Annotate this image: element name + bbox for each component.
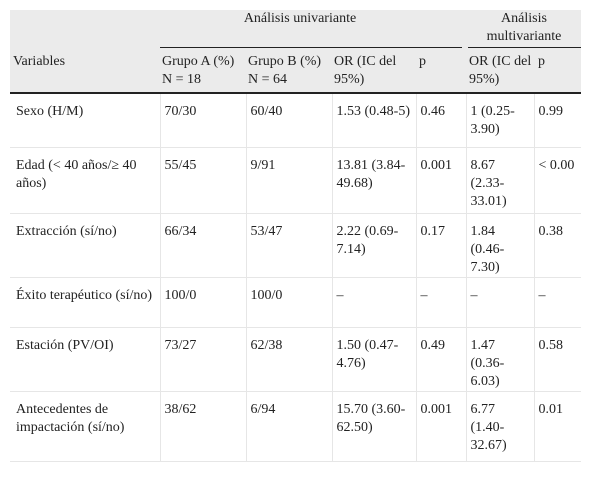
- cell-or-univariate: 2.22 (0.69-7.14): [332, 213, 417, 278]
- cell-p-univariate: 0.49: [416, 327, 467, 392]
- cell-p-multivariate: 0.38: [534, 213, 581, 278]
- cell-p-univariate: 0.17: [416, 213, 467, 278]
- cell-or-multivariate: 1 (0.25-3.90): [466, 94, 535, 148]
- cell-variable: Estación (PV/OI): [10, 327, 161, 392]
- header-variables: Variables: [13, 54, 66, 69]
- cell-or-multivariate: 8.67 (2.33-33.01): [466, 147, 535, 214]
- cell-p-univariate: 0.46: [416, 94, 467, 148]
- table-row: Éxito terapéutico (sí/no) 100/0 100/0– – – –: [10, 277, 581, 328]
- cell-grupo-b: 53/47: [246, 213, 333, 278]
- cell-or-multivariate: –: [466, 277, 535, 328]
- cell-variable: Sexo (H/M): [10, 94, 161, 148]
- cell-or-univariate: 1.50 (0.47-4.76): [332, 327, 417, 392]
- table-header-band: [10, 10, 581, 94]
- cell-p-multivariate: 0.58: [534, 327, 581, 392]
- table-row: Sexo (H/M) 70/30 60/40 1.53 (0.48-5) 0.46 1 (…: [10, 94, 581, 148]
- cell-grupo-a: 55/45: [160, 147, 247, 214]
- header-bottom-rule: [10, 92, 581, 94]
- cell-grupo-a: 38/62: [160, 391, 247, 462]
- header-group-univariate: Análisis univariante: [243, 11, 357, 26]
- header-p-multivariate: p: [538, 54, 545, 69]
- cell-variable: Edad (< 40 años/≥ 40 años): [10, 147, 161, 214]
- header-group-multivariate: Análisis multivariante: [486, 11, 562, 44]
- table-row: Estación (PV/OI) 73/27 62/38 1.50 (0.47-4.7…: [10, 327, 581, 392]
- cell-grupo-b: 6/94: [246, 391, 333, 462]
- header-or-multivariate: OR (IC del 95%): [469, 54, 532, 87]
- cell-p-univariate: –: [416, 277, 467, 328]
- table-row: Antecedentes de impactación (sí/no) 38/62…: [10, 391, 581, 462]
- cell-grupo-b: 100/0: [246, 277, 333, 328]
- cell-variable: Éxito terapéutico (sí/no): [10, 277, 161, 328]
- univariate-group-rule: [160, 47, 462, 48]
- cell-grupo-a: 73/27: [160, 327, 247, 392]
- cell-p-univariate: 0.001: [416, 147, 467, 214]
- multivariate-group-rule: [468, 47, 581, 48]
- header-grupo-a: Grupo A (%) N = 18: [162, 54, 235, 87]
- header-p-univariate: p: [419, 54, 426, 69]
- header-or-univariate: OR (IC del 95%): [334, 54, 397, 87]
- cell-p-multivariate: –: [534, 277, 581, 328]
- cell-p-univariate: 0.001: [416, 391, 467, 462]
- table-body: Sexo (H/M) 70/30 60/40 1.53 (0.48-5) 0.46 1 (…: [10, 94, 581, 462]
- cell-grupo-a: 100/0: [160, 277, 247, 328]
- cell-p-multivariate: 0.01: [534, 391, 581, 462]
- cell-or-multivariate: 6.77 (1.40-32.67): [466, 391, 535, 462]
- cell-variable: Antecedentes de impactación (sí/no): [10, 391, 161, 462]
- cell-grupo-a: 66/34: [160, 213, 247, 278]
- cell-variable: Extracción (sí/no): [10, 213, 161, 278]
- cell-or-univariate: 13.81 (3.84-49.68): [332, 147, 417, 214]
- cell-or-multivariate: 1.47 (0.36-6.03): [466, 327, 535, 392]
- cell-p-multivariate: 0.99: [534, 94, 581, 148]
- cell-grupo-a: 70/30: [160, 94, 247, 148]
- cell-or-univariate: 15.70 (3.60-62.50): [332, 391, 417, 462]
- cell-or-univariate: –: [332, 277, 417, 328]
- cell-grupo-b: 60/40: [246, 94, 333, 148]
- header-grupo-b: Grupo B (%) N = 64: [248, 54, 322, 87]
- cell-grupo-b: 9/91: [246, 147, 333, 214]
- cell-p-multivariate: < 0.00: [534, 147, 581, 214]
- cell-or-univariate: 1.53 (0.48-5): [332, 94, 417, 148]
- cell-grupo-b: 62/38: [246, 327, 333, 392]
- cell-or-multivariate: 1.84 (0.46-7.30): [466, 213, 535, 278]
- table-row: Edad (< 40 años/≥ 40 años) 55/45 9/91 13.81…: [10, 147, 581, 214]
- table-row: Extracción (sí/no) 66/34 53/47 2.22 (0.69-7…: [10, 213, 581, 278]
